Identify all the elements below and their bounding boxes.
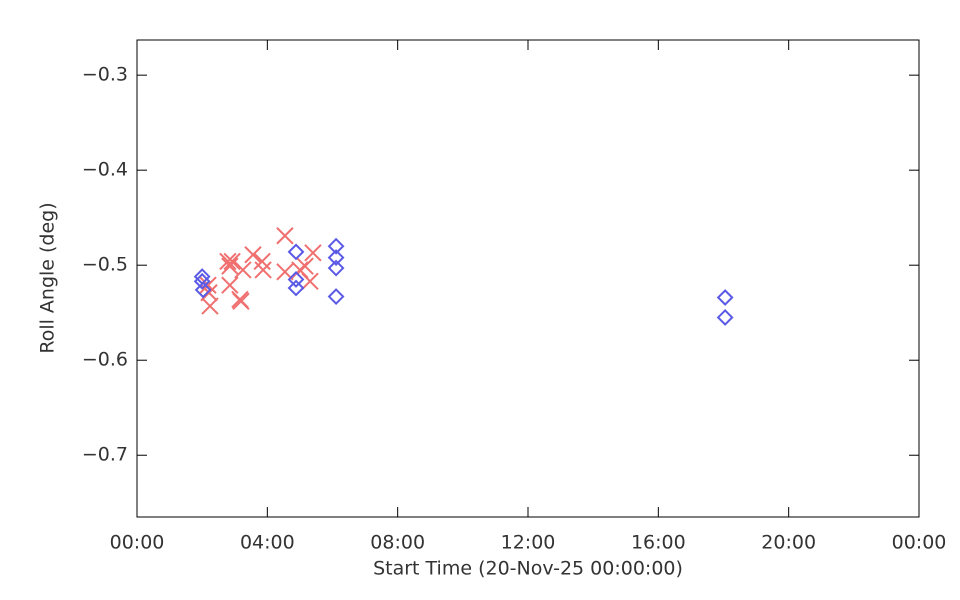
- point: [199, 276, 217, 294]
- y-tick-label: −0.6: [82, 349, 128, 371]
- point: [221, 257, 239, 275]
- point: [301, 272, 319, 291]
- x-tick-label: 08:00: [370, 532, 425, 554]
- x-tick-label: 00:00: [892, 532, 947, 554]
- point: [221, 276, 239, 294]
- point: [296, 257, 314, 275]
- point: [287, 271, 305, 288]
- y-tick-label: −0.7: [82, 444, 128, 466]
- x-tick-label: 00:00: [110, 532, 165, 554]
- point: [253, 252, 271, 271]
- x-tick-label: 12:00: [501, 532, 556, 554]
- point: [244, 246, 262, 264]
- point: [194, 281, 212, 299]
- point: [327, 237, 345, 255]
- point: [219, 252, 237, 271]
- point: [234, 261, 252, 279]
- point: [716, 309, 734, 326]
- point: [193, 268, 211, 286]
- point: [201, 297, 219, 315]
- point: [327, 259, 345, 277]
- point: [193, 272, 211, 290]
- y-tick-label: −0.4: [82, 159, 128, 181]
- y-tick-label: −0.5: [82, 254, 128, 276]
- x-tick-label: 16:00: [631, 532, 686, 554]
- point: [276, 227, 294, 245]
- y-tick-label: −0.3: [82, 64, 128, 86]
- point: [327, 249, 345, 267]
- point: [254, 261, 272, 279]
- point: [327, 288, 345, 305]
- x-tick-label: 20:00: [761, 532, 816, 554]
- point: [304, 244, 322, 262]
- point: [287, 279, 305, 297]
- x-axis-label: Start Time (20-Nov-25 00:00:00): [373, 558, 683, 580]
- point: [232, 292, 250, 311]
- x-tick-label: 04:00: [240, 532, 295, 554]
- point: [287, 243, 305, 261]
- plot-frame: [136, 39, 920, 518]
- point: [716, 289, 734, 306]
- point: [223, 252, 241, 271]
- y-axis-label: Roll Angle (deg): [37, 202, 59, 353]
